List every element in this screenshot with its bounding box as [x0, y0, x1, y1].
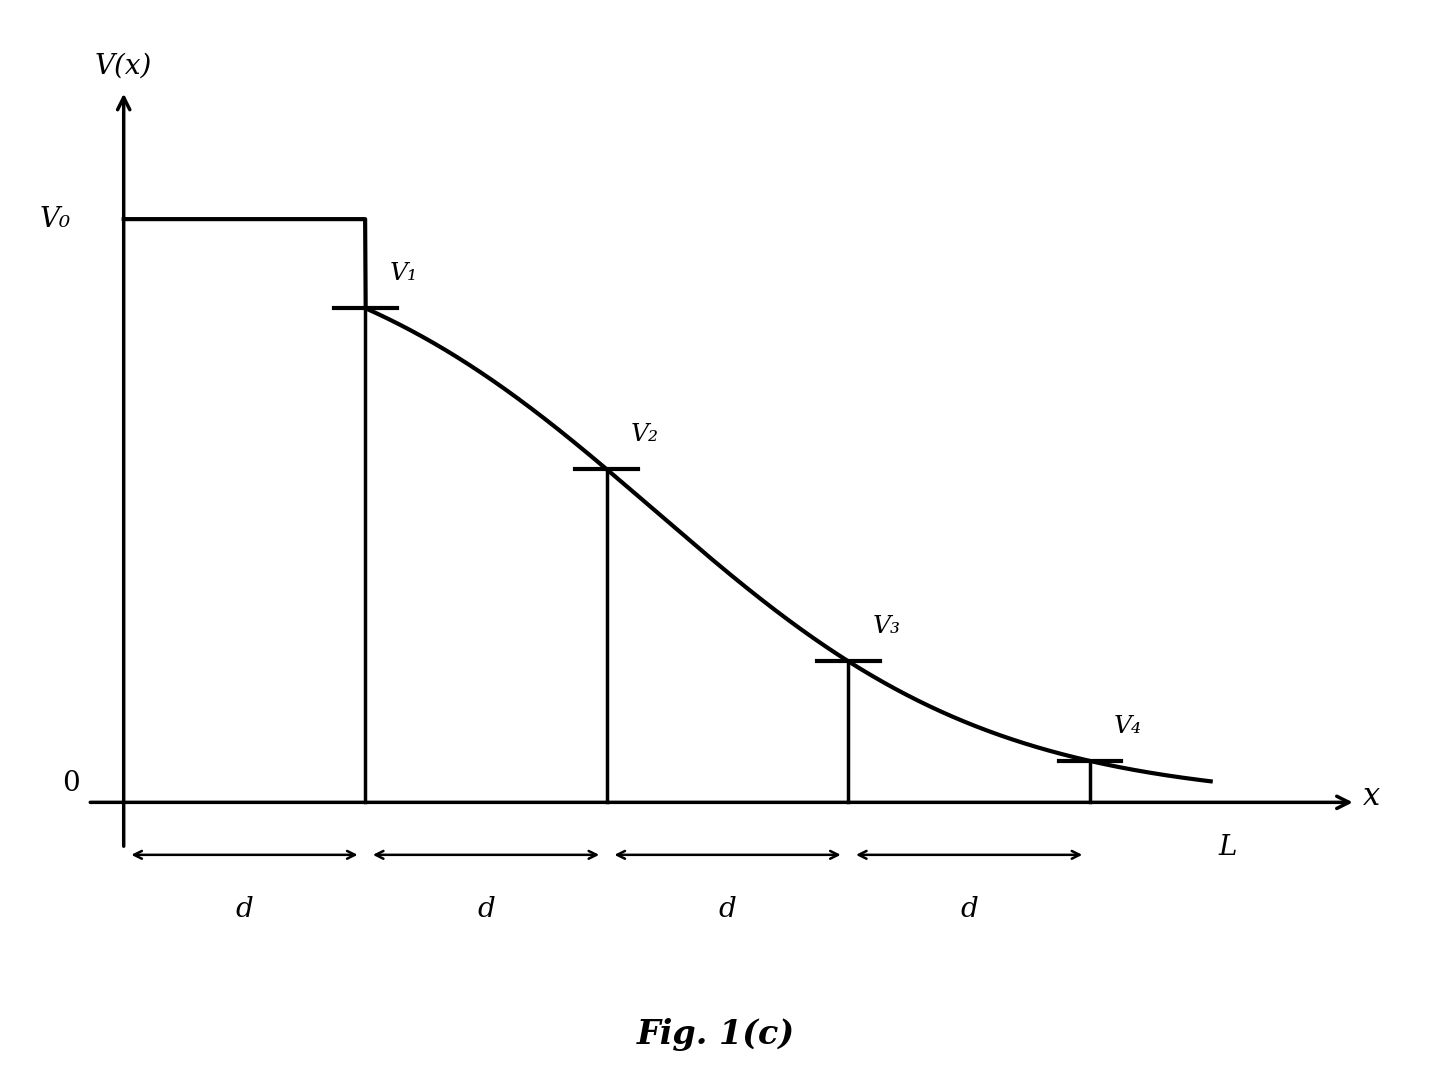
Text: d: d: [960, 895, 977, 923]
Text: V₀: V₀: [40, 206, 70, 233]
Text: d: d: [236, 895, 253, 923]
Text: L: L: [1218, 834, 1236, 861]
Text: d: d: [477, 895, 495, 923]
Text: V₂: V₂: [631, 423, 658, 446]
Text: x: x: [1362, 781, 1379, 812]
Text: Fig. 1(c): Fig. 1(c): [637, 1019, 794, 1051]
Text: V₄: V₄: [1115, 715, 1142, 737]
Text: V₃: V₃: [873, 615, 900, 638]
Text: d: d: [718, 895, 737, 923]
Text: V(x): V(x): [94, 52, 152, 79]
Text: 0: 0: [63, 769, 80, 796]
Text: V₁: V₁: [389, 261, 418, 285]
